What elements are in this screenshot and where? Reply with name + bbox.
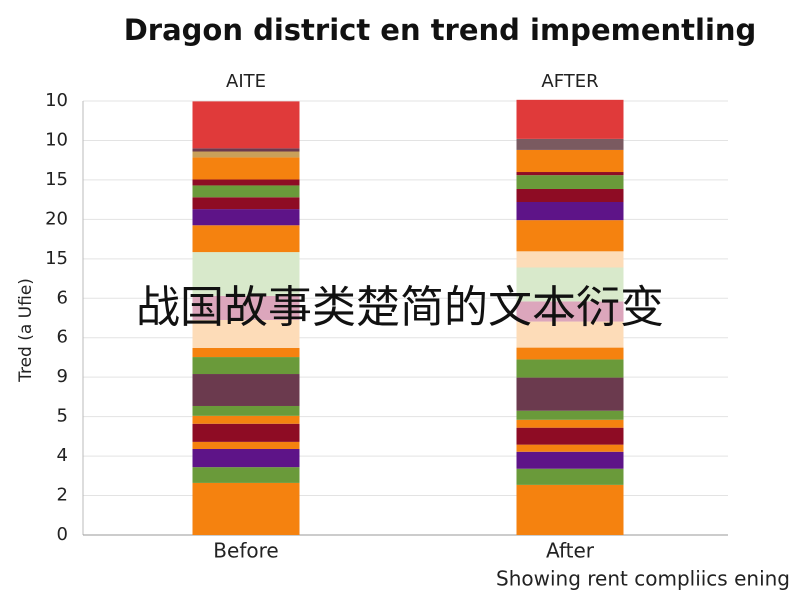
column-label: AITE: [226, 71, 266, 92]
bar-segment: [192, 151, 300, 158]
y-tick-label: 15: [45, 169, 68, 190]
bar-segment: [516, 301, 624, 322]
x-axis-caption: Showing rent compliics ening: [496, 567, 790, 591]
bar-segment: [192, 157, 300, 180]
bar-segment: [192, 467, 300, 483]
bar-segment: [516, 175, 624, 189]
bar-segment: [516, 267, 624, 302]
overlay-text: 战国故事类楚简的文本衍变: [136, 282, 664, 333]
bar-segment: [516, 427, 624, 445]
x-tick-label: After: [546, 539, 595, 563]
bar-segment: [516, 188, 624, 203]
bar-segment: [192, 357, 300, 375]
bar-segment: [516, 377, 624, 411]
y-tick-label: 0: [57, 524, 68, 545]
bar-segment: [192, 405, 300, 416]
bar-segment: [516, 359, 624, 378]
bar-segment: [192, 448, 300, 468]
x-tick-label: Before: [213, 539, 278, 563]
y-tick-label: 9: [57, 366, 68, 387]
bar-segment: [516, 99, 624, 139]
bar-segment: [516, 484, 624, 535]
y-tick-label: 10: [45, 90, 68, 111]
y-tick-label: 10: [45, 129, 68, 150]
bar-segment: [192, 185, 300, 198]
bar-segment: [192, 101, 300, 149]
y-tick-label: 4: [57, 445, 68, 466]
y-tick-label: 20: [45, 208, 68, 229]
y-axis-label: Tred (a Ufie): [16, 278, 36, 383]
bar-segment: [516, 138, 624, 150]
bar-segment: [516, 220, 624, 252]
bar-segment: [192, 209, 300, 226]
bar-segment: [192, 374, 300, 406]
chart-title: Dragon district en trend impementling: [124, 13, 757, 47]
bar-segment: [516, 468, 624, 485]
bar-segment: [192, 148, 300, 152]
y-tick-label: 2: [57, 485, 68, 506]
bar-segment: [192, 423, 300, 442]
bar-segment: [192, 347, 300, 358]
column-label: AFTER: [541, 71, 598, 92]
y-tick-label: 5: [57, 406, 68, 427]
y-tick-label: 6: [57, 327, 68, 348]
bar-segment: [192, 179, 300, 186]
bar-segment: [192, 225, 300, 253]
bar-segment: [516, 444, 624, 452]
bar-segment: [192, 295, 300, 320]
bar-segment: [516, 347, 624, 360]
bar-segment: [192, 415, 300, 424]
bar-segment: [516, 451, 624, 469]
bar-segment: [516, 172, 624, 176]
bar-segment: [516, 149, 624, 173]
bar-segment: [516, 321, 624, 348]
bar-segment: [192, 197, 300, 210]
bar-segment: [516, 202, 624, 221]
y-tick-label: 15: [45, 248, 68, 269]
bar-segment: [516, 251, 624, 268]
bar-segment: [516, 419, 624, 428]
y-tick-label: 6: [57, 287, 68, 308]
bar-segment: [192, 252, 300, 296]
bar-segment: [192, 441, 300, 449]
bar-segment: [192, 482, 300, 535]
bar-segment: [516, 410, 624, 420]
bar-segment: [192, 319, 300, 348]
